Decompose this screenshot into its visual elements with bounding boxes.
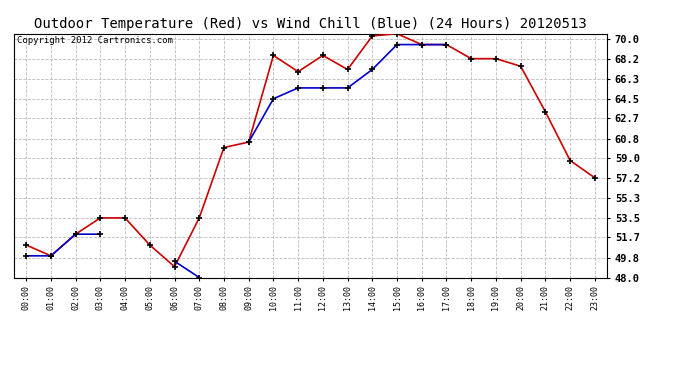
Title: Outdoor Temperature (Red) vs Wind Chill (Blue) (24 Hours) 20120513: Outdoor Temperature (Red) vs Wind Chill … [34, 17, 587, 31]
Text: Copyright 2012 Cartronics.com: Copyright 2012 Cartronics.com [17, 36, 172, 45]
